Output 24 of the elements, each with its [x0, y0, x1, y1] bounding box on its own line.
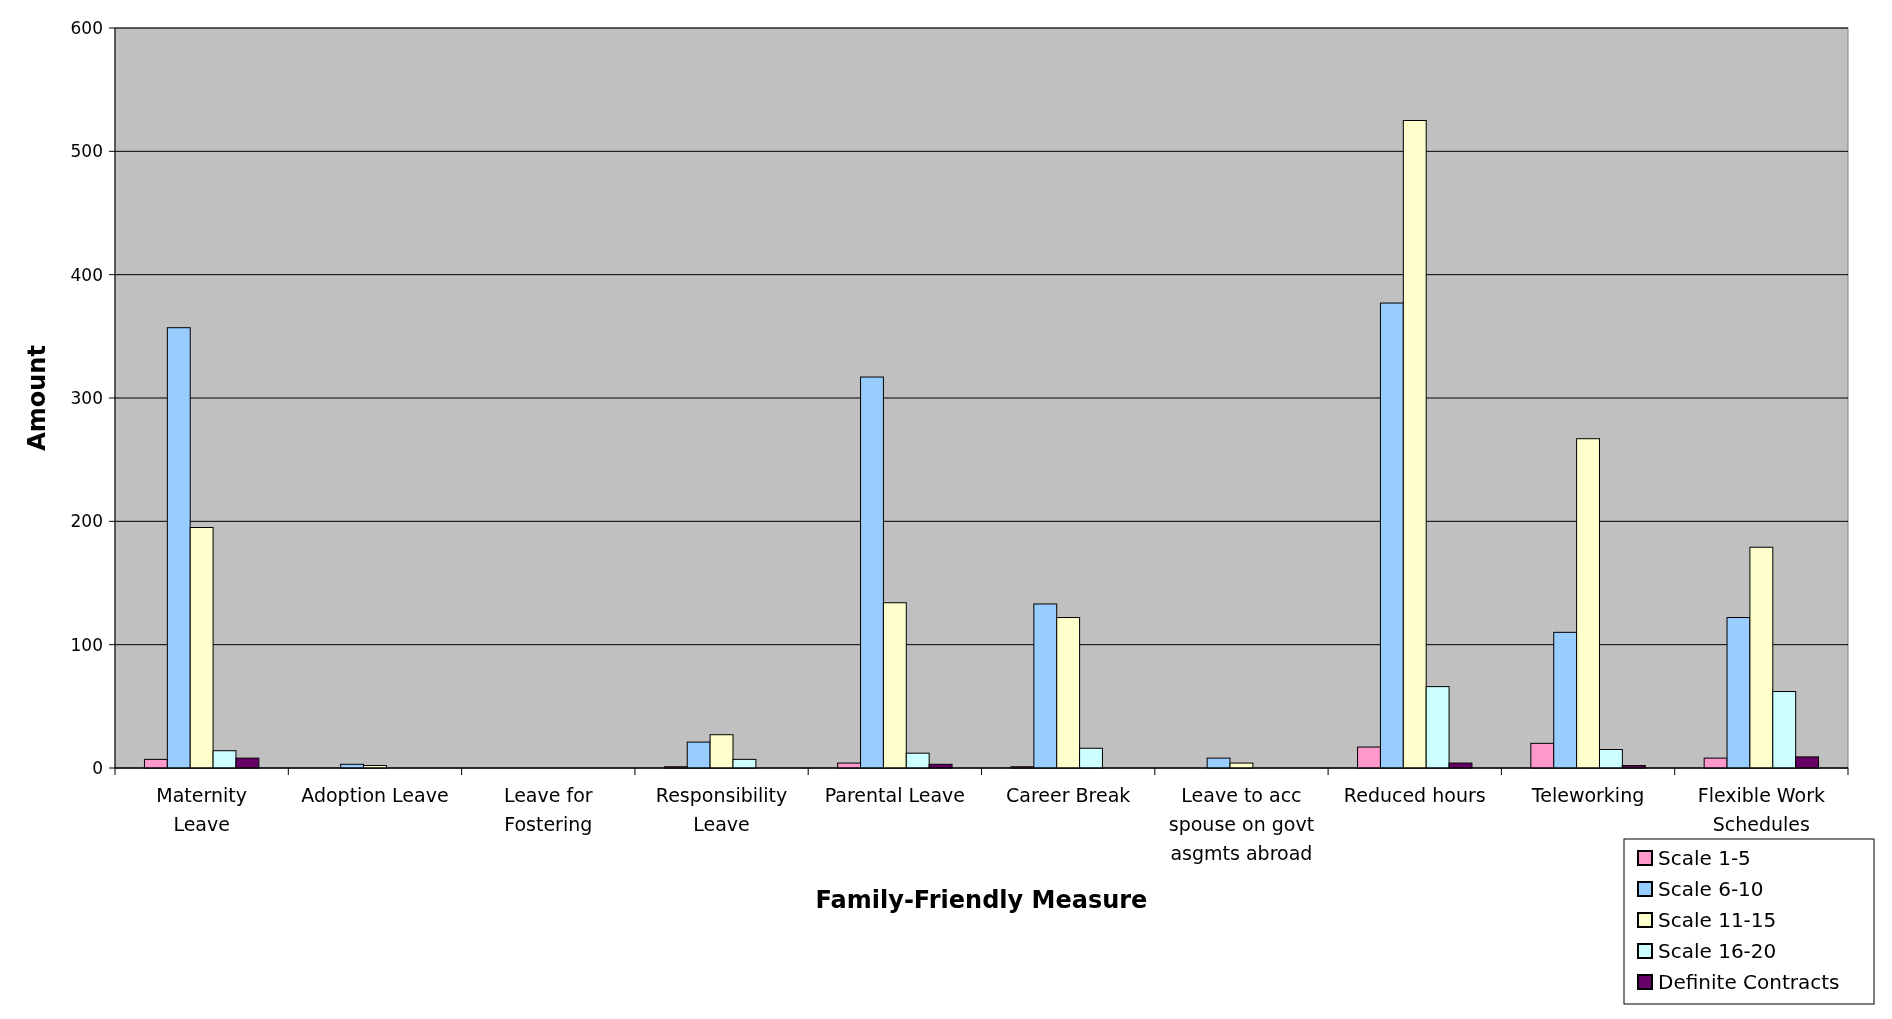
legend-label: Scale 1-5 — [1658, 846, 1751, 870]
y-tick-label: 600 — [70, 17, 103, 38]
y-tick-label: 500 — [70, 141, 103, 162]
y-tick-label: 100 — [70, 634, 103, 655]
y-tick-label: 300 — [70, 387, 103, 408]
x-tick-label: Leave for Fostering — [503, 784, 593, 835]
x-tick-label: Maternity Leave — [156, 784, 247, 835]
legend-label: Scale 6-10 — [1658, 877, 1764, 901]
y-tick-label: 200 — [70, 511, 103, 532]
x-tick-label: Responsibility Leave — [655, 784, 788, 835]
legend-label: Scale 11-15 — [1658, 908, 1777, 932]
y-tick-label: 0 — [92, 757, 103, 778]
y-axis-title: Amount — [23, 345, 51, 451]
x-axis-title: Family-Friendly Measure — [815, 886, 1148, 914]
x-tick-label: Reduced hours — [1343, 784, 1486, 806]
x-tick-label: Parental Leave — [824, 784, 966, 806]
x-tick-label: Leave to acc spouse on govt asgmts abroad — [1168, 784, 1315, 864]
x-tick-label: Teleworking — [1530, 784, 1645, 806]
x-tick-label: Adoption Leave — [301, 784, 449, 806]
y-tick-label: 400 — [70, 264, 103, 285]
legend-label: Scale 16-20 — [1658, 939, 1777, 963]
legend-label: Definite Contracts — [1658, 970, 1840, 994]
x-tick-label: Career Break — [1005, 784, 1131, 806]
x-tick-label: Flexible Work Schedules — [1697, 784, 1825, 835]
